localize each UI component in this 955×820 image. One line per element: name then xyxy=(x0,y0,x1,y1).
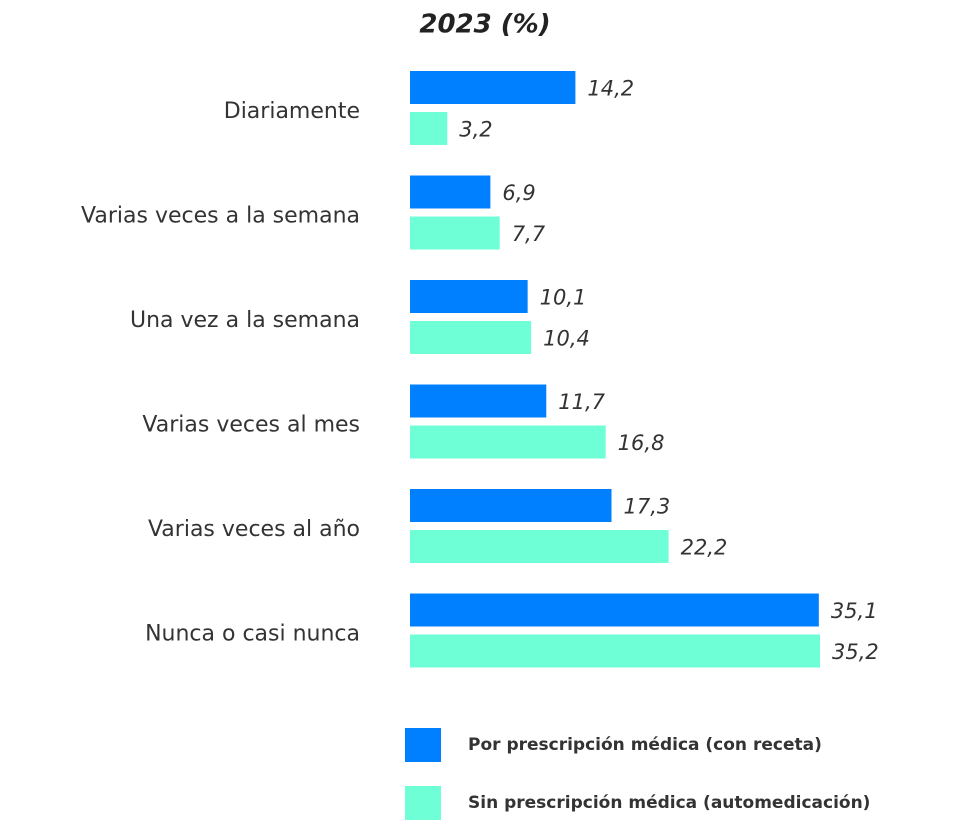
value-label: 10,4 xyxy=(543,327,590,351)
bar xyxy=(410,216,500,250)
category-label: Una vez a la semana xyxy=(130,308,360,333)
value-label: 7,7 xyxy=(512,222,546,246)
value-label: 22,2 xyxy=(681,536,728,560)
value-label: 14,2 xyxy=(587,77,634,101)
category-label: Nunca o casi nunca xyxy=(145,622,360,647)
value-label: 35,2 xyxy=(832,640,879,664)
value-label: 16,8 xyxy=(618,431,665,455)
value-label: 11,7 xyxy=(558,390,605,414)
value-label: 17,3 xyxy=(624,495,671,519)
bar xyxy=(410,321,532,354)
bar xyxy=(410,112,448,145)
legend-label: Por prescripción médica (con receta) xyxy=(468,735,822,755)
bar xyxy=(410,634,820,668)
category-label: Varias veces al mes xyxy=(142,413,360,438)
value-label: 10,1 xyxy=(540,286,587,310)
value-label: 35,1 xyxy=(831,599,878,623)
bar xyxy=(410,280,528,313)
bar xyxy=(410,175,491,209)
bar xyxy=(410,593,819,627)
category-label: Varias veces al año xyxy=(148,517,360,542)
bar xyxy=(410,71,576,104)
value-label: 3,2 xyxy=(459,118,492,142)
category-label: Varias veces a la semana xyxy=(81,204,360,229)
value-label: 6,9 xyxy=(502,181,535,205)
bar xyxy=(410,489,612,522)
bar xyxy=(410,384,547,418)
chart-title: 2023 (%) xyxy=(419,10,550,40)
category-label: Diariamente xyxy=(224,99,360,124)
bar xyxy=(410,425,606,459)
legend-label: Sin prescripción médica (automedicación) xyxy=(468,793,870,813)
legend-swatch xyxy=(405,786,441,820)
bar xyxy=(410,530,669,563)
legend-swatch xyxy=(405,728,441,762)
